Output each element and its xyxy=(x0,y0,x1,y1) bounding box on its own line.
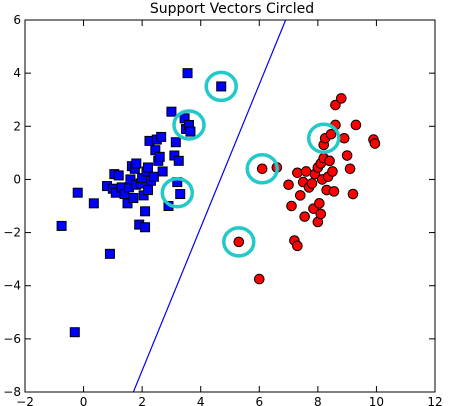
x-tick-label: 8 xyxy=(314,395,322,406)
data-point-square xyxy=(170,137,181,148)
data-point-circle xyxy=(350,119,362,131)
class-red-series xyxy=(233,93,381,285)
support-vector-rings xyxy=(160,70,341,258)
data-point-circle xyxy=(338,132,350,144)
support-vector-ring xyxy=(222,226,256,258)
data-point-square xyxy=(56,220,67,231)
data-point-square xyxy=(185,126,196,137)
data-point-square xyxy=(148,171,159,182)
support-vector-ring xyxy=(245,153,279,185)
data-point-circle xyxy=(306,178,318,189)
data-point-circle xyxy=(330,99,341,111)
data-point-square xyxy=(156,131,167,142)
data-point-circle xyxy=(292,240,303,252)
plot-area xyxy=(56,20,381,392)
chart-title: Support Vectors Circled xyxy=(150,1,314,17)
x-tick-label: 12 xyxy=(427,395,442,406)
data-point-square xyxy=(140,222,151,233)
data-point-circle xyxy=(283,179,294,191)
data-point-square xyxy=(143,185,153,196)
data-point-square xyxy=(175,189,186,200)
data-point-circle xyxy=(299,211,310,222)
y-tick-label: 2 xyxy=(13,119,21,133)
data-point-circle xyxy=(292,167,303,179)
data-point-square xyxy=(131,158,142,169)
y-axis: −8 −6 −4 −2 0 2 4 6 xyxy=(3,13,435,399)
data-point-circle xyxy=(369,138,381,149)
data-point-circle xyxy=(341,150,353,161)
data-point-circle xyxy=(315,208,327,220)
data-point-circle xyxy=(253,273,265,285)
x-tick-label: 4 xyxy=(197,395,205,406)
y-tick-label: 4 xyxy=(13,66,21,80)
data-point-circle xyxy=(286,200,297,212)
data-point-square xyxy=(122,198,133,209)
x-tick-label: 6 xyxy=(255,395,263,406)
support-vector-ring xyxy=(172,109,206,141)
x-tick-label: 10 xyxy=(369,395,384,406)
support-vector-ring xyxy=(306,122,341,154)
x-tick-label: 2 xyxy=(138,395,146,406)
data-point-square xyxy=(173,155,184,166)
data-point-square xyxy=(182,68,193,79)
data-point-square xyxy=(88,198,99,209)
data-point-circle xyxy=(314,198,325,209)
data-point-circle xyxy=(335,93,347,104)
data-point-circle xyxy=(328,186,340,197)
data-point-circle xyxy=(325,128,337,140)
plot-frame xyxy=(24,19,436,393)
data-point-square xyxy=(157,166,168,177)
y-tick-label: −8 xyxy=(3,385,21,399)
data-point-square xyxy=(166,106,177,117)
data-point-circle xyxy=(294,190,306,201)
y-tick-label: 6 xyxy=(13,13,21,27)
data-point-circle xyxy=(327,166,338,177)
data-point-square xyxy=(104,248,115,259)
data-point-circle xyxy=(300,166,312,177)
x-tick-label: 0 xyxy=(80,395,88,406)
data-point-square xyxy=(140,206,151,217)
decision-boundary-line xyxy=(132,20,287,392)
data-point-circle xyxy=(233,236,245,248)
data-point-square xyxy=(154,151,165,162)
data-point-square xyxy=(143,162,153,173)
data-point-square xyxy=(72,187,83,198)
data-point-circle xyxy=(347,188,359,200)
support-vector-ring xyxy=(204,70,238,103)
data-point-square xyxy=(113,170,124,181)
data-point-circle xyxy=(324,155,335,167)
x-tick-label: −2 xyxy=(16,395,34,406)
data-point-square xyxy=(216,81,227,92)
y-tick-label: 0 xyxy=(13,172,21,186)
class-blue-series xyxy=(56,68,227,338)
y-tick-label: −6 xyxy=(3,332,21,346)
data-point-circle xyxy=(344,163,356,175)
x-axis: −2 0 2 4 6 8 10 12 xyxy=(16,20,443,406)
data-point-square xyxy=(125,174,136,185)
data-point-square xyxy=(128,193,139,204)
support-vector-ring xyxy=(160,176,195,209)
y-tick-label: −2 xyxy=(3,226,21,240)
y-tick-label: −4 xyxy=(3,279,21,293)
data-point-circle xyxy=(256,163,268,175)
data-point-square xyxy=(69,327,80,338)
